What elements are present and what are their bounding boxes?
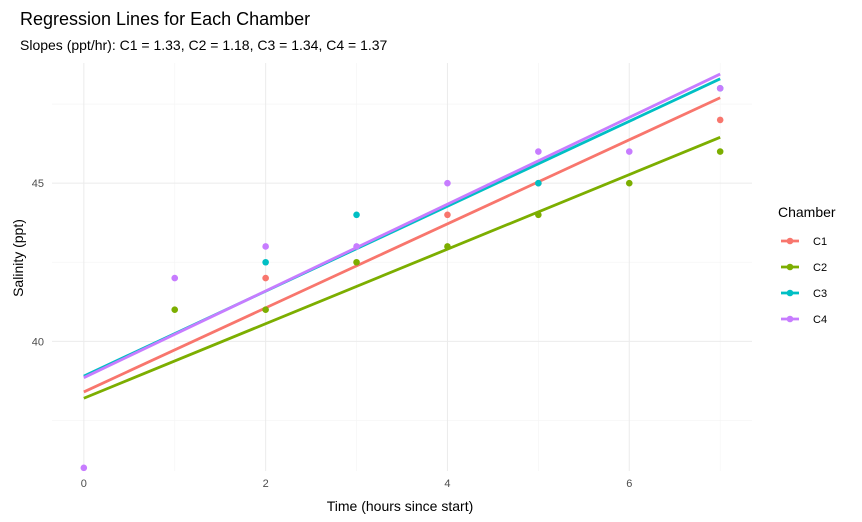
data-point-c4 xyxy=(625,148,633,155)
legend-item-c4: C4 xyxy=(781,314,827,326)
legend-label: C4 xyxy=(813,314,827,326)
legend-item-c3: C3 xyxy=(781,288,827,300)
data-point-c1 xyxy=(716,116,724,124)
data-point-c4 xyxy=(80,464,88,472)
data-point-c4 xyxy=(171,274,179,282)
regression-line-c1 xyxy=(83,96,721,394)
y-axis-title: Salinity (ppt) xyxy=(10,219,26,297)
x-tick-label: 0 xyxy=(81,478,87,490)
chart-title: Regression Lines for Each Chamber xyxy=(20,9,310,29)
data-point-c2 xyxy=(535,211,542,219)
regression-line-c2 xyxy=(83,136,721,400)
data-point-c1 xyxy=(444,211,451,219)
data-point-c4 xyxy=(353,243,360,250)
axis-ticks: 0 2 4 6 40 45 xyxy=(32,178,633,490)
legend-key-point xyxy=(786,289,794,297)
legend-key-point xyxy=(786,237,794,245)
data-point-c3 xyxy=(535,179,542,187)
data-point-c4 xyxy=(716,85,724,92)
data-point-c2 xyxy=(171,306,179,313)
legend-item-c1: C1 xyxy=(781,236,827,248)
y-tick-label: 40 xyxy=(32,336,44,348)
data-point-c2 xyxy=(716,148,724,155)
legend: Chamber C1 C2 C3 C4 xyxy=(778,204,836,326)
x-axis-title: Time (hours since start) xyxy=(327,498,474,514)
x-tick-label: 4 xyxy=(444,478,450,490)
legend-key-point xyxy=(786,263,794,271)
regression-line-c4 xyxy=(83,72,721,379)
data-point-c3 xyxy=(262,258,269,266)
legend-item-c2: C2 xyxy=(781,262,827,274)
y-tick-label: 45 xyxy=(32,178,44,190)
data-point-c4 xyxy=(444,179,451,187)
x-tick-label: 2 xyxy=(263,478,269,490)
legend-title: Chamber xyxy=(778,204,836,220)
data-points xyxy=(80,85,724,472)
data-point-c4 xyxy=(535,148,542,155)
legend-label: C2 xyxy=(813,262,827,274)
data-point-c2 xyxy=(262,306,269,313)
data-point-c1 xyxy=(262,274,269,282)
legend-key-point xyxy=(786,315,794,323)
regression-lines xyxy=(83,72,721,400)
data-point-c3 xyxy=(353,211,360,219)
grid xyxy=(52,63,752,471)
data-point-c2 xyxy=(625,179,633,187)
data-point-c2 xyxy=(353,258,360,266)
x-tick-label: 6 xyxy=(626,478,632,490)
data-point-c2 xyxy=(444,243,451,250)
data-point-c4 xyxy=(262,243,269,250)
legend-label: C3 xyxy=(813,288,827,300)
legend-label: C1 xyxy=(813,236,827,248)
chart-subtitle: Slopes (ppt/hr): C1 = 1.33, C2 = 1.18, C… xyxy=(20,37,388,53)
